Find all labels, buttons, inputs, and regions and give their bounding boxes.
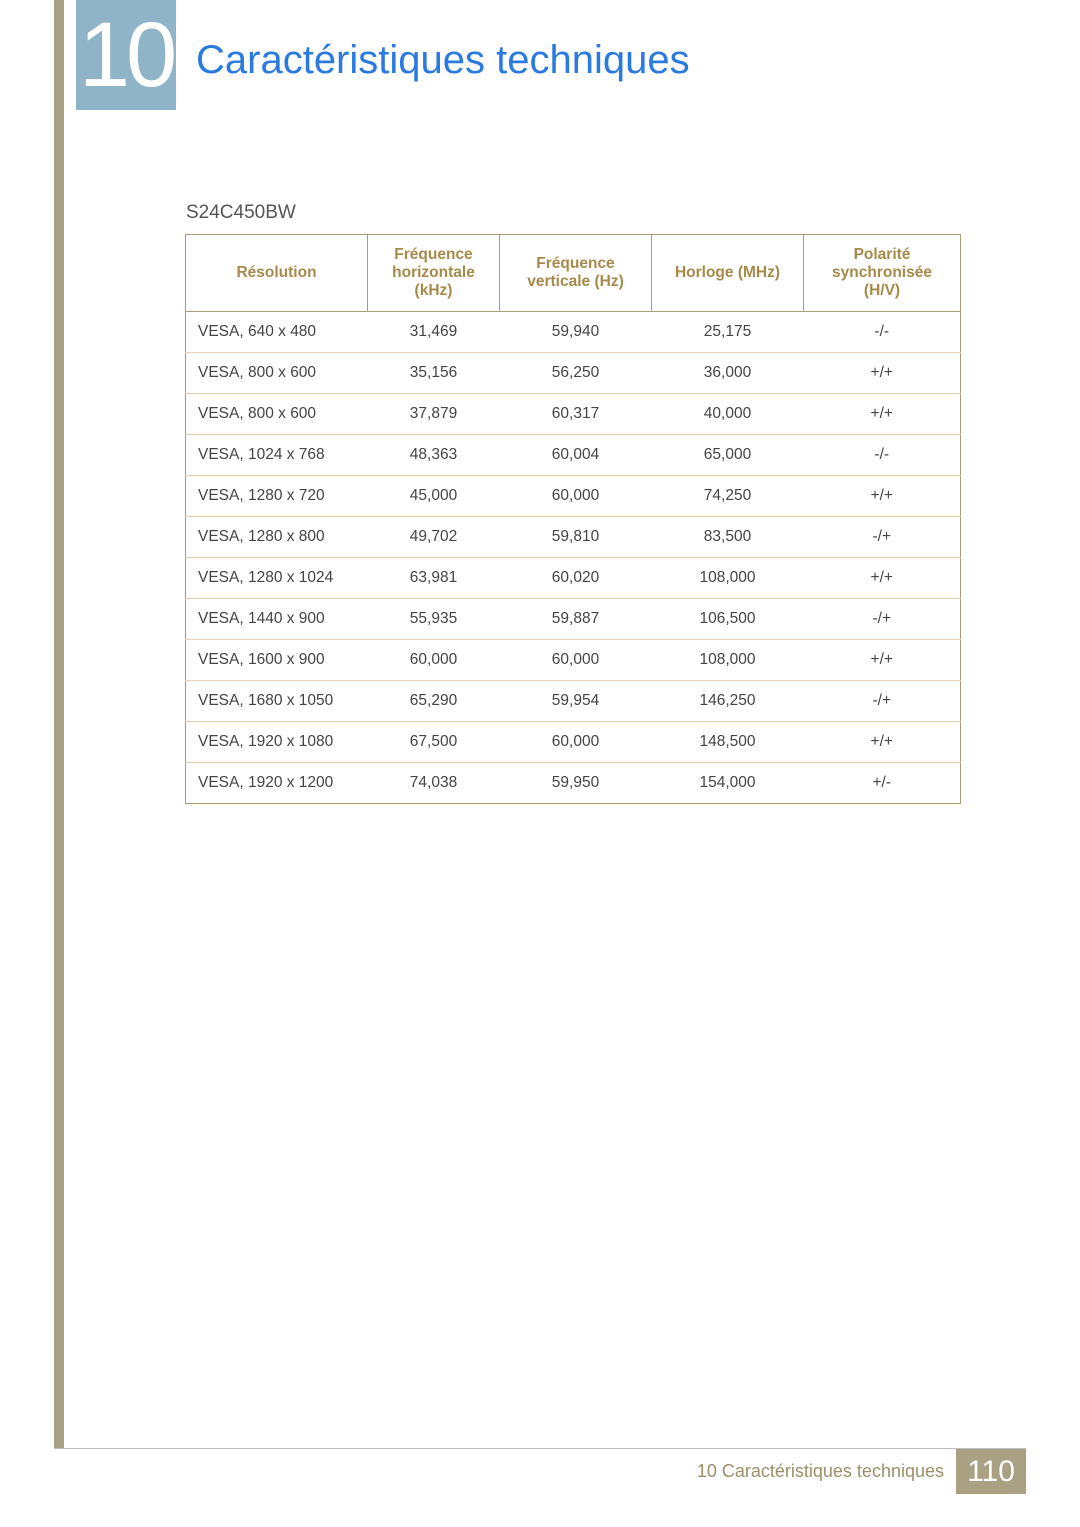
table-cell: VESA, 1280 x 720 [186, 476, 368, 517]
table-cell: VESA, 1680 x 1050 [186, 681, 368, 722]
chapter-number-box: 10 [76, 0, 176, 110]
table-header: Résolution Fréquence horizontale (kHz) F… [186, 235, 961, 312]
table-cell: 146,250 [652, 681, 804, 722]
table-cell: +/+ [804, 640, 961, 681]
table-cell: 60,000 [368, 640, 500, 681]
table-cell: 60,000 [500, 640, 652, 681]
table-row: VESA, 1280 x 80049,70259,81083,500-/+ [186, 517, 961, 558]
table-cell: -/+ [804, 517, 961, 558]
table-cell: 40,000 [652, 394, 804, 435]
table-row: VESA, 1920 x 120074,03859,950154,000+/- [186, 763, 961, 804]
table-cell: 60,004 [500, 435, 652, 476]
table-cell: 60,000 [500, 722, 652, 763]
table-cell: 63,981 [368, 558, 500, 599]
table-cell: 60,000 [500, 476, 652, 517]
table-cell: 60,020 [500, 558, 652, 599]
page-title: Caractéristiques techniques [196, 38, 690, 83]
page-footer: 10 Caractéristiques techniques 110 [54, 1448, 1026, 1494]
table-cell: 106,500 [652, 599, 804, 640]
table-cell: +/+ [804, 476, 961, 517]
table-cell: -/+ [804, 599, 961, 640]
table-cell: VESA, 1024 x 768 [186, 435, 368, 476]
table-cell: 59,950 [500, 763, 652, 804]
table-cell: 60,317 [500, 394, 652, 435]
table-cell: +/+ [804, 722, 961, 763]
table-cell: -/- [804, 312, 961, 353]
table-row: VESA, 1440 x 90055,93559,887106,500-/+ [186, 599, 961, 640]
table-row: VESA, 1680 x 105065,29059,954146,250-/+ [186, 681, 961, 722]
table-cell: 35,156 [368, 353, 500, 394]
left-accent-bar [54, 0, 64, 1448]
table-cell: +/+ [804, 558, 961, 599]
table-cell: 74,250 [652, 476, 804, 517]
col-clock: Horloge (MHz) [652, 235, 804, 312]
table-cell: 31,469 [368, 312, 500, 353]
table-cell: -/- [804, 435, 961, 476]
table-cell: VESA, 1920 x 1080 [186, 722, 368, 763]
table-body: VESA, 640 x 48031,46959,94025,175-/-VESA… [186, 312, 961, 804]
table-cell: VESA, 1440 x 900 [186, 599, 368, 640]
table-cell: 74,038 [368, 763, 500, 804]
table-cell: 148,500 [652, 722, 804, 763]
table-cell: 154,000 [652, 763, 804, 804]
chapter-number: 10 [79, 4, 173, 106]
table-row: VESA, 1024 x 76848,36360,00465,000-/- [186, 435, 961, 476]
table-cell: VESA, 800 x 600 [186, 394, 368, 435]
table-cell: -/+ [804, 681, 961, 722]
col-vfreq: Fréquence verticale (Hz) [500, 235, 652, 312]
table-cell: VESA, 1920 x 1200 [186, 763, 368, 804]
table-cell: 49,702 [368, 517, 500, 558]
table-cell: 65,290 [368, 681, 500, 722]
table-cell: 59,887 [500, 599, 652, 640]
table-cell: VESA, 800 x 600 [186, 353, 368, 394]
table-cell: 59,954 [500, 681, 652, 722]
table-row: VESA, 1920 x 108067,50060,000148,500+/+ [186, 722, 961, 763]
table-cell: 36,000 [652, 353, 804, 394]
table-cell: 59,940 [500, 312, 652, 353]
col-hfreq: Fréquence horizontale (kHz) [368, 235, 500, 312]
table-cell: 65,000 [652, 435, 804, 476]
col-resolution: Résolution [186, 235, 368, 312]
table-cell: 25,175 [652, 312, 804, 353]
table-cell: +/- [804, 763, 961, 804]
spec-table: Résolution Fréquence horizontale (kHz) F… [185, 234, 961, 804]
table-cell: 56,250 [500, 353, 652, 394]
table-cell: 59,810 [500, 517, 652, 558]
footer-chapter-text: 10 Caractéristiques techniques [697, 1461, 956, 1482]
table-cell: +/+ [804, 394, 961, 435]
table-row: VESA, 800 x 60035,15656,25036,000+/+ [186, 353, 961, 394]
table-row: VESA, 1280 x 72045,00060,00074,250+/+ [186, 476, 961, 517]
table-cell: VESA, 1600 x 900 [186, 640, 368, 681]
footer-page-number: 110 [956, 1449, 1026, 1494]
table-cell: 67,500 [368, 722, 500, 763]
table-cell: 83,500 [652, 517, 804, 558]
document-page: 10 Caractéristiques techniques S24C450BW… [0, 0, 1080, 1527]
spec-table-wrapper: Résolution Fréquence horizontale (kHz) F… [185, 234, 960, 804]
table-row: VESA, 1600 x 90060,00060,000108,000+/+ [186, 640, 961, 681]
table-cell: VESA, 1280 x 1024 [186, 558, 368, 599]
table-cell: VESA, 640 x 480 [186, 312, 368, 353]
table-cell: 108,000 [652, 640, 804, 681]
table-cell: 108,000 [652, 558, 804, 599]
table-cell: 48,363 [368, 435, 500, 476]
table-cell: 55,935 [368, 599, 500, 640]
table-row: VESA, 640 x 48031,46959,94025,175-/- [186, 312, 961, 353]
col-polarity: Polarité synchronisée (H/V) [804, 235, 961, 312]
table-cell: VESA, 1280 x 800 [186, 517, 368, 558]
table-row: VESA, 800 x 60037,87960,31740,000+/+ [186, 394, 961, 435]
table-row: VESA, 1280 x 102463,98160,020108,000+/+ [186, 558, 961, 599]
table-cell: 37,879 [368, 394, 500, 435]
table-cell: +/+ [804, 353, 961, 394]
model-label: S24C450BW [186, 202, 296, 224]
table-cell: 45,000 [368, 476, 500, 517]
